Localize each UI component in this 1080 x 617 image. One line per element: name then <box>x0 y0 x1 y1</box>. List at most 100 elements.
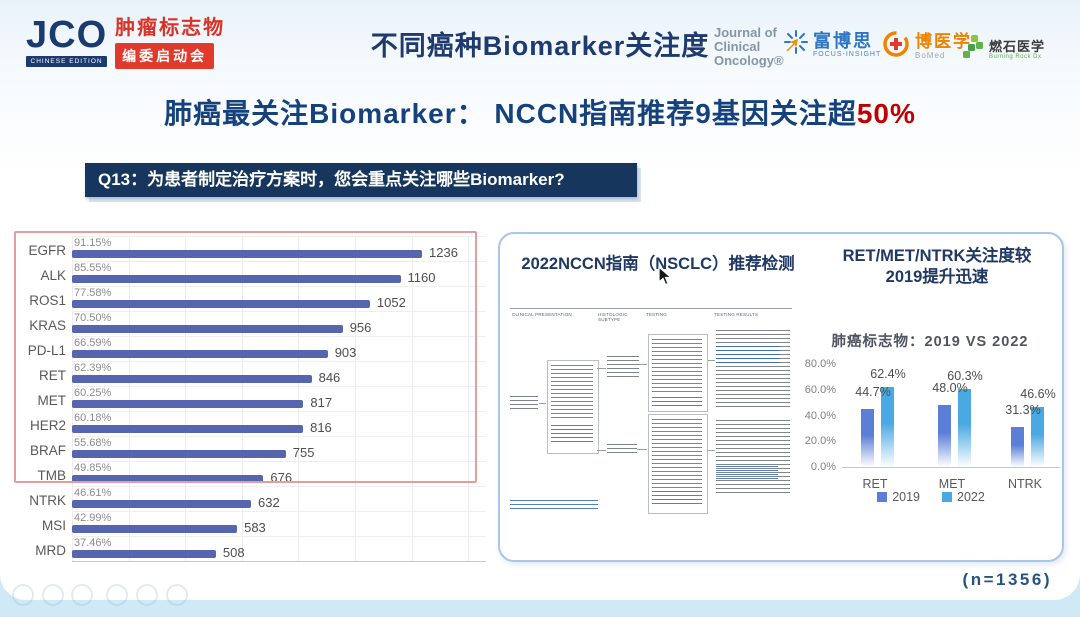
bar-2019 <box>938 405 951 467</box>
flowchart-results-links <box>716 346 780 366</box>
count-label: 1052 <box>376 295 406 310</box>
percent-label: 42.99% <box>74 512 112 524</box>
flowchart-col-header: TESTING RESULTS <box>714 312 759 317</box>
bar <box>72 325 343 333</box>
gridline-h <box>72 461 486 462</box>
gridline-v <box>128 236 130 561</box>
x-category-label: MET <box>938 477 966 491</box>
count-label: 632 <box>258 495 280 510</box>
watermark-circle <box>71 584 93 606</box>
jco-logo-left: JCO CHINESE EDITION <box>26 16 108 69</box>
y-tick-label: 20.0% <box>804 435 836 448</box>
gridline-h <box>72 386 486 387</box>
legend-item: 2019 <box>877 490 920 504</box>
nccn-flowchart: CLINICAL PRESENTATION HISTOLOGIC SUBTYPE… <box>510 300 794 528</box>
headline: 肺癌最关注Biomarker： NCCN指南推荐9基因关注超50% <box>0 92 1080 132</box>
journal-line2: Clinical <box>714 39 761 54</box>
flowchart-arrow <box>637 449 647 450</box>
gridline-h <box>72 311 486 312</box>
gridline-v <box>411 236 413 561</box>
category-label: ALK <box>40 268 66 283</box>
gridline-v <box>468 236 470 561</box>
percent-label: 66.59% <box>74 337 112 349</box>
count-label: 903 <box>334 345 357 360</box>
bar-2022 <box>881 386 894 467</box>
count-label: 846 <box>318 370 341 385</box>
comparison-title-line1: RET/MET/NTRK关注度较 <box>842 247 1032 265</box>
value-label-2019: 44.7% <box>855 385 891 400</box>
mouse-cursor <box>658 265 674 291</box>
gridline-h <box>72 486 486 487</box>
flowchart-workup-box <box>547 360 599 454</box>
comparison-chart-legend: 2019 2022 <box>800 490 1062 504</box>
comparison-chart-title: 肺癌标志物：2019 VS 2022 <box>831 334 1029 350</box>
flowchart-testing-box <box>648 334 708 412</box>
gridline-v <box>241 236 243 561</box>
count-label: 816 <box>310 420 332 435</box>
percent-label: 60.18% <box>74 412 112 424</box>
count-label: 817 <box>310 395 333 410</box>
flowchart-arrow <box>639 364 647 365</box>
green-blocks-icon <box>962 34 984 65</box>
percent-label: 55.68% <box>74 437 112 449</box>
x-category-label: RET <box>862 477 888 491</box>
bomed-name: 博医学 <box>915 32 972 51</box>
category-label: MSI <box>41 518 66 533</box>
focus-insight-text: 富博思 FOCUS-INSIGHT <box>813 30 881 58</box>
medical-cross-icon <box>882 30 910 63</box>
bar <box>72 375 312 383</box>
gridline-h <box>72 436 486 437</box>
watermark-circle <box>106 584 128 606</box>
journal-line1: Journal of <box>714 25 777 40</box>
bar <box>72 550 216 558</box>
gridline-h <box>72 411 486 412</box>
flowchart-footnotes <box>510 500 598 509</box>
gridline-h <box>72 361 486 362</box>
count-label: 755 <box>292 445 315 460</box>
flowchart-arrow <box>597 368 606 369</box>
jco-logo-right: 肿瘤标志物 编委启动会 <box>115 16 225 69</box>
category-label: KRAS <box>29 318 66 333</box>
category-label: MRD <box>35 543 66 558</box>
gridline-v <box>355 236 356 561</box>
watermark-circle <box>42 584 64 606</box>
gridline-h <box>72 286 486 287</box>
bomed-sub: BoMed <box>915 51 946 60</box>
y-tick-label: 60.0% <box>804 383 836 396</box>
value-label-2019: 31.3% <box>1005 402 1041 417</box>
comparison-chart-plot: 0.0% 20.0% 40.0% 60.0% 80.0% 44.7% 62.4% RET 48.… <box>800 354 1062 492</box>
category-label: TMB <box>37 468 67 483</box>
bar <box>72 475 264 483</box>
flowchart-subtype-box <box>607 444 637 456</box>
category-label: MET <box>37 393 67 408</box>
gridline-h <box>72 561 486 562</box>
flowchart-presentation-box <box>510 396 538 412</box>
percent-label: 49.85% <box>74 462 112 474</box>
comparison-panel-title: RET/MET/NTRK关注度较 2019提升迅速 <box>814 246 1060 288</box>
percent-label: 46.61% <box>74 487 112 499</box>
value-label-2022: 60.3% <box>947 369 983 384</box>
bar <box>72 500 251 508</box>
percent-label: 37.46% <box>74 537 112 549</box>
question-banner: Q13：为患者制定治疗方案时，您会重点关注哪些Biomarker? <box>85 163 637 197</box>
bar-2022 <box>1031 407 1044 467</box>
jco-cn-title: 肿瘤标志物 <box>115 17 226 39</box>
focus-insight-name: 富博思 <box>813 30 873 51</box>
bar-2019 <box>1011 426 1024 467</box>
flowchart-col-header: HISTOLOGIC SUBTYPE <box>598 312 628 322</box>
legend-swatch <box>877 492 888 502</box>
category-label: ROS1 <box>29 293 66 308</box>
gridline-v <box>298 236 300 561</box>
category-label: HER2 <box>29 418 66 433</box>
flowchart-results-box <box>716 420 790 494</box>
bar <box>72 450 286 458</box>
gridline-h <box>72 536 486 537</box>
value-label-2022: 62.4% <box>870 366 906 381</box>
right-panel: 2022NCCN指南（NSCLC）推荐检测 RET/MET/NTRK关注度较 2… <box>498 232 1064 562</box>
flowchart-subtype-box <box>607 356 639 378</box>
percent-label: 85.55% <box>74 262 112 274</box>
burning-rock-logo: 燃石医学 Burning Rock Dx <box>962 34 1045 65</box>
jco-cn-subtitle: 编委启动会 <box>115 43 215 69</box>
jco-logo: JCO CHINESE EDITION 肿瘤标志物 编委启动会 <box>26 16 225 69</box>
